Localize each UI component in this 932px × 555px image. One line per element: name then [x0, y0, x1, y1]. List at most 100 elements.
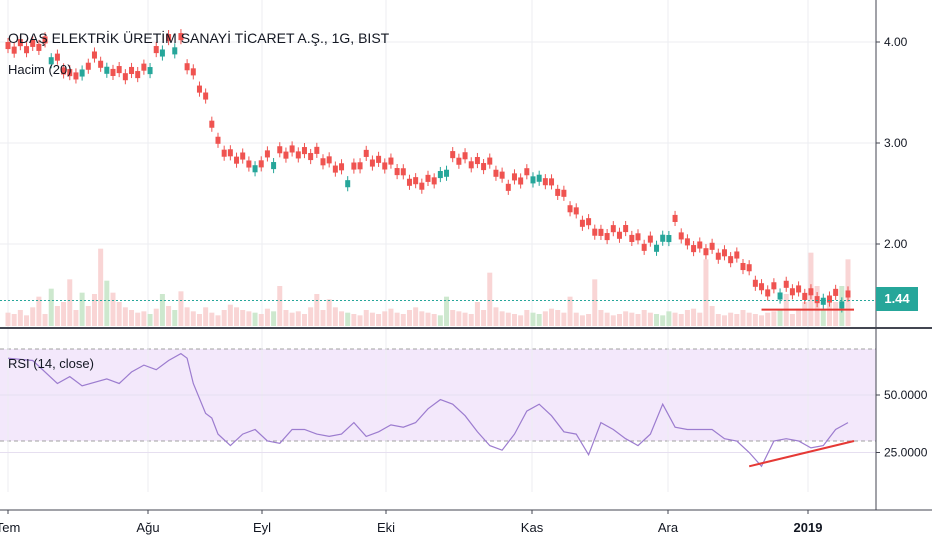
candle-body — [166, 34, 172, 42]
candle-body — [406, 178, 412, 186]
volume-bar — [629, 312, 635, 326]
candle-body — [604, 233, 610, 241]
candle-body — [196, 85, 202, 93]
candle-body — [561, 189, 567, 197]
candle-body — [684, 238, 690, 246]
candle-body — [5, 42, 11, 50]
x-tick-label: Eyl — [253, 520, 271, 535]
volume-bar — [172, 310, 178, 326]
volume-bar — [573, 312, 579, 326]
candle-body — [159, 49, 165, 57]
volume-bar — [691, 308, 697, 326]
candle-body — [709, 242, 715, 250]
volume-bar — [11, 314, 17, 326]
volume-bar — [425, 312, 431, 326]
volume-bar — [413, 307, 419, 326]
candle-body — [24, 46, 30, 54]
candle-body — [456, 157, 462, 165]
volume-bar — [394, 312, 400, 326]
volume-bar — [431, 314, 437, 326]
candle-body — [351, 162, 357, 170]
candle-body — [759, 283, 765, 291]
candle-body — [258, 160, 264, 168]
volume-bar — [369, 312, 375, 326]
volume-bar — [301, 314, 307, 326]
candle-body — [289, 145, 295, 153]
volume-bar — [678, 314, 684, 326]
x-tick-label: Eki — [377, 520, 395, 535]
volume-bar — [382, 311, 388, 326]
volume-bar — [246, 311, 252, 326]
candle-body — [715, 252, 721, 260]
volume-bar — [129, 310, 135, 326]
volume-bar — [604, 312, 610, 326]
candle-body — [314, 146, 320, 154]
candle-body — [678, 232, 684, 240]
candle-body — [468, 161, 474, 169]
volume-bar — [777, 310, 783, 326]
volume-bar — [345, 312, 351, 326]
candle-body — [240, 152, 246, 160]
volume-bar — [592, 279, 598, 326]
candle-body — [746, 264, 752, 272]
candle-body — [320, 158, 326, 166]
volume-bar — [339, 311, 345, 326]
candle-body — [85, 62, 91, 70]
rsi-label: RSI (14, close) — [8, 356, 94, 371]
candle-body — [839, 301, 845, 309]
candle-body — [462, 152, 468, 160]
candle-body — [629, 234, 635, 242]
candle-body — [833, 288, 839, 296]
candle-body — [283, 151, 289, 159]
volume-bar — [734, 314, 740, 326]
volume-bar — [654, 314, 660, 326]
candle-body — [721, 249, 727, 257]
candle-body — [777, 292, 783, 300]
candle-body — [363, 149, 369, 157]
volume-bar — [104, 280, 110, 326]
volume-bar — [536, 314, 542, 326]
volume-bar — [42, 314, 48, 326]
volume-bar — [252, 312, 258, 326]
candle-body — [511, 173, 517, 181]
candle-body — [814, 296, 820, 304]
volume-bar — [24, 315, 30, 326]
candle-body — [579, 219, 585, 227]
candle-body — [394, 168, 400, 176]
volume-bar — [91, 294, 97, 326]
candle-body — [474, 157, 480, 165]
candle-body — [444, 169, 450, 177]
volume-bar — [48, 288, 54, 326]
last-price-tag: 1.44 — [876, 287, 918, 311]
volume-bar — [203, 307, 209, 326]
volume-bar — [122, 307, 128, 326]
volume-bar — [697, 312, 703, 326]
volume-bar — [271, 311, 277, 326]
candle-body — [505, 183, 511, 191]
candle-body — [376, 155, 382, 163]
candle-body — [42, 36, 48, 44]
candle-body — [796, 285, 802, 293]
volume-bar — [586, 314, 592, 326]
candle-body — [481, 163, 487, 171]
candle-body — [147, 67, 153, 75]
volume-bar — [227, 304, 233, 326]
candle-body — [783, 280, 789, 288]
volume-bar — [474, 302, 480, 326]
candle-body — [339, 163, 345, 171]
volume-bar — [351, 314, 357, 326]
candle-body — [789, 288, 795, 296]
candle-body — [413, 177, 419, 185]
candle-body — [808, 288, 814, 296]
candle-body — [586, 218, 592, 226]
candle-body — [425, 174, 431, 182]
volume-bar — [67, 279, 73, 326]
volume-bar — [295, 311, 301, 326]
volume-bar — [376, 314, 382, 326]
volume-bar — [826, 299, 832, 326]
volume-bar — [166, 306, 172, 326]
volume-bar — [283, 310, 289, 326]
volume-bar — [462, 312, 468, 326]
y-tick-label: 3.00 — [884, 136, 908, 150]
volume-bar — [79, 292, 85, 326]
